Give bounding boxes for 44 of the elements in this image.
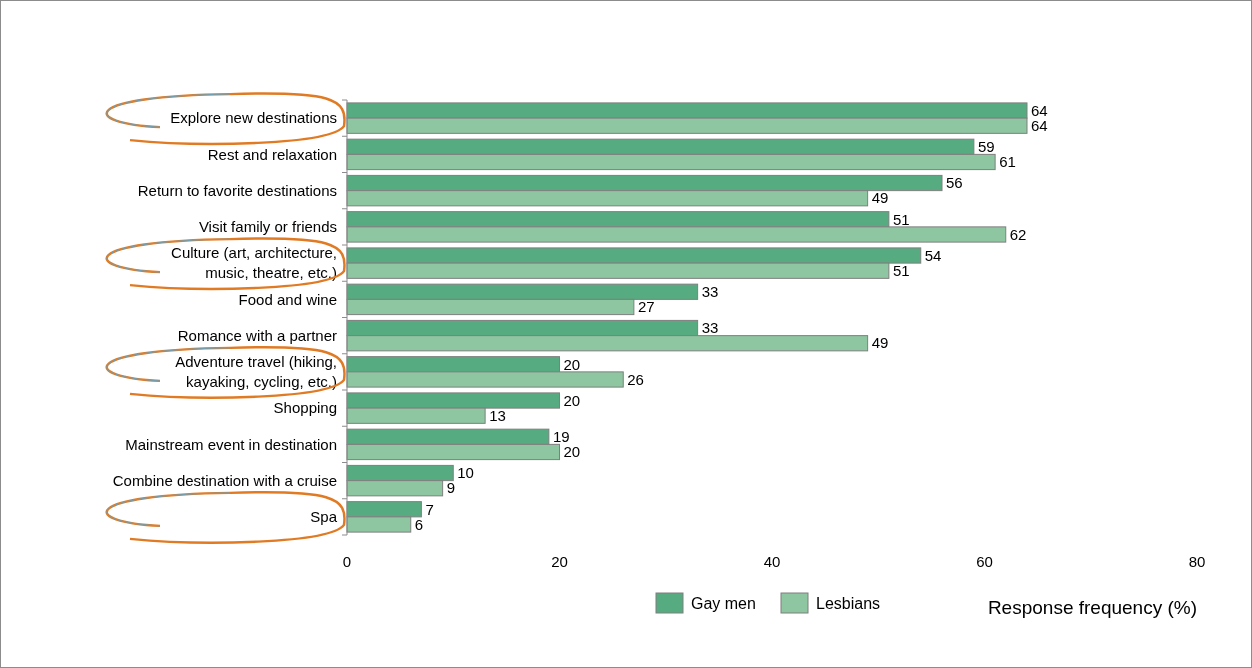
data-label: 33 [701,283,719,301]
y-tick-label: Food and wine [238,290,337,308]
data-label: 49 [871,189,889,207]
data-label: 10 [457,464,474,482]
legend-label: Lesbians [816,594,881,612]
y-tick-label: Romance with a partner [177,326,337,344]
data-label: 6 [414,515,424,533]
y-tick-label: Adventure travel (hiking, kayaking, cycling, etc.) [175,353,337,391]
x-tick-label: 40 [763,553,781,570]
y-tick-label: Combine destination with a cruise [112,471,337,489]
y-tick-label: Mainstream event in destination [125,435,337,453]
y-tick-label: Explore new destinations [170,109,337,127]
data-label: 64 [1031,116,1048,134]
data-label: 51 [892,210,910,228]
x-tick-label: 80 [1188,553,1206,570]
x-tick-label: 0 [342,553,352,570]
data-label: 26 [627,370,644,388]
y-tick-label: Spa [310,508,338,526]
x-tick-label: 60 [976,553,993,570]
data-label: 56 [946,174,963,192]
data-label: 13 [489,406,506,424]
data-label: 62 [1009,225,1027,243]
y-tick-label: Rest and relaxation [207,145,337,163]
data-label: 64 [1031,101,1048,119]
y-tick-label: Shopping [273,399,337,417]
data-label: 27 [637,298,655,316]
data-label: 9 [446,479,455,497]
data-label: 20 [563,391,581,409]
x-axis-title: Response frequency (%) [987,597,1197,618]
data-label: 20 [563,355,581,373]
data-label: 59 [977,138,995,156]
data-label: 61 [999,153,1016,171]
data-label: 54 [924,246,942,264]
data-label: 7 [425,500,434,518]
y-tick-label: Return to favorite destinations [137,181,337,199]
legend-label: Gay men [691,594,756,612]
x-tick-label: 20 [551,553,568,570]
data-label: 49 [871,334,889,352]
data-label: 20 [563,443,581,461]
y-tick-label: Culture (art, architecture, music, theatre, etc.) [171,244,337,282]
y-tick-label: Visit family or friends [198,218,337,236]
data-label: 51 [892,261,910,279]
data-label: 33 [701,319,719,337]
data-label: 19 [552,428,570,446]
